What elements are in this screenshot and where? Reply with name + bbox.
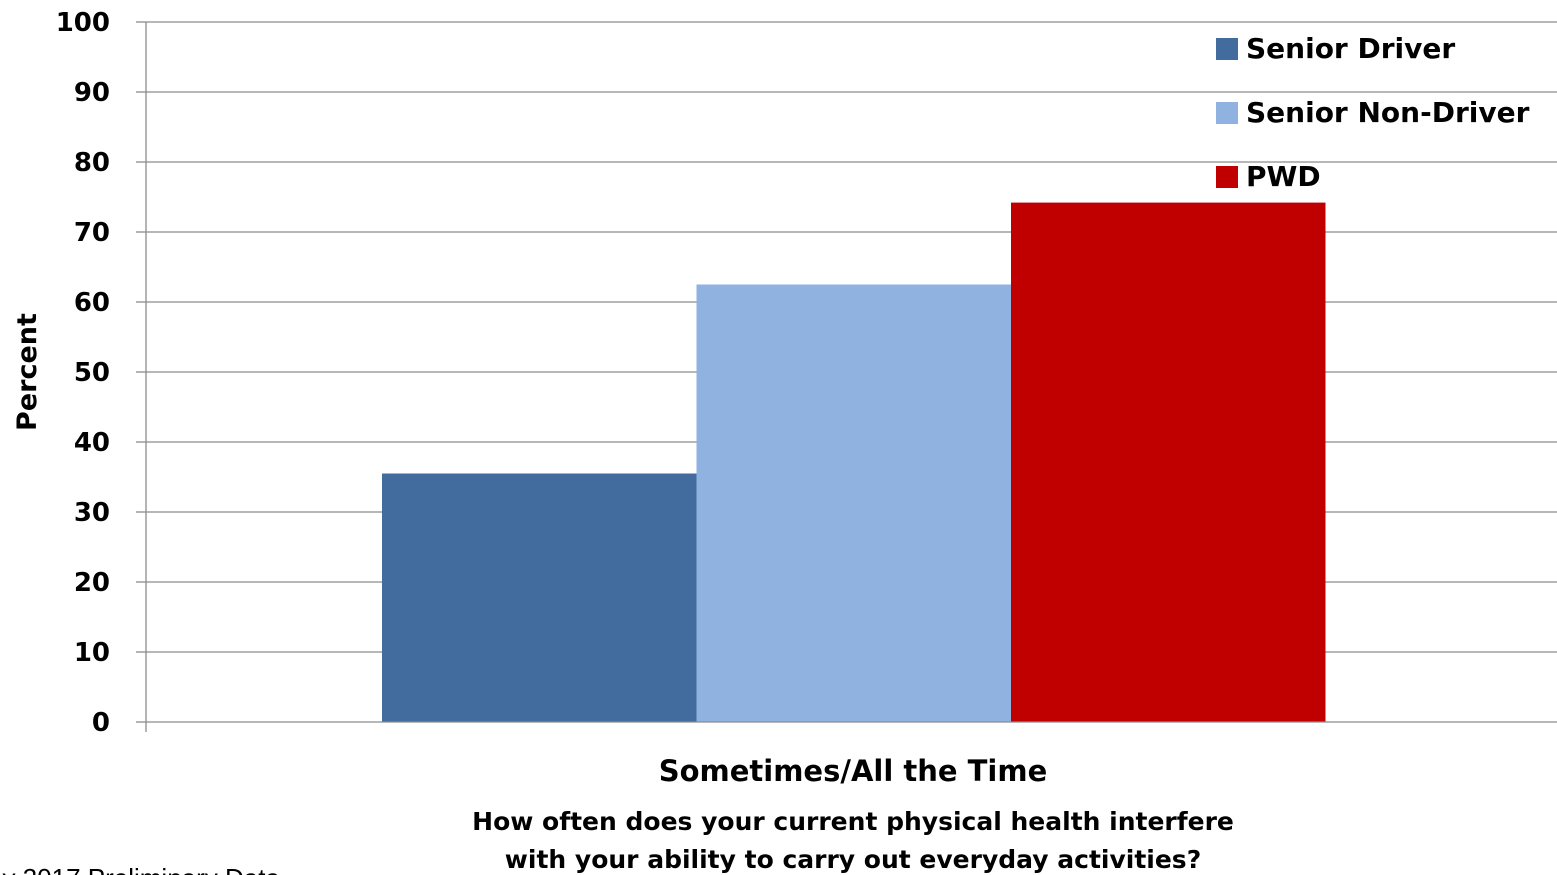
y-tick-label: 40 xyxy=(74,428,110,458)
legend-label-senior-driver: Senior Driver xyxy=(1246,32,1455,65)
x-axis-title-line-1: How often does your current physical hea… xyxy=(472,807,1234,836)
y-tick-label: 20 xyxy=(74,568,110,598)
legend-swatch-senior-non-driver xyxy=(1216,102,1238,124)
legend-swatch-pwd xyxy=(1216,166,1238,188)
x-category-label: Sometimes/All the Time xyxy=(659,754,1048,788)
footnote: ey 2017 Preliminary Data xyxy=(0,863,280,875)
legend-label-senior-non-driver: Senior Non-Driver xyxy=(1246,96,1530,129)
y-tick-label: 30 xyxy=(74,498,110,528)
y-tick-labels: 0 10 20 30 40 50 60 70 80 90 100 xyxy=(56,8,110,738)
y-tick-label: 80 xyxy=(74,148,110,178)
y-tick-label: 90 xyxy=(74,78,110,108)
x-axis-title-line-2: with your ability to carry out everyday … xyxy=(505,845,1201,874)
bars xyxy=(382,202,1326,723)
bar-senior-driver xyxy=(382,473,697,722)
bar-pwd xyxy=(1011,202,1326,723)
y-tick-label: 100 xyxy=(56,8,110,38)
bar-senior-non-driver xyxy=(696,284,1011,722)
legend-swatch-senior-driver xyxy=(1216,38,1238,60)
y-tick-label: 10 xyxy=(74,638,110,668)
legend: Senior Driver Senior Non-Driver PWD xyxy=(1216,32,1530,193)
legend-label-pwd: PWD xyxy=(1246,160,1321,193)
y-axis-title: Percent xyxy=(12,313,43,431)
y-tick-label: 0 xyxy=(92,708,110,738)
y-tick-label: 70 xyxy=(74,218,110,248)
y-tick-label: 60 xyxy=(74,288,110,318)
axes xyxy=(136,21,1557,732)
y-tick-label: 50 xyxy=(74,358,110,388)
